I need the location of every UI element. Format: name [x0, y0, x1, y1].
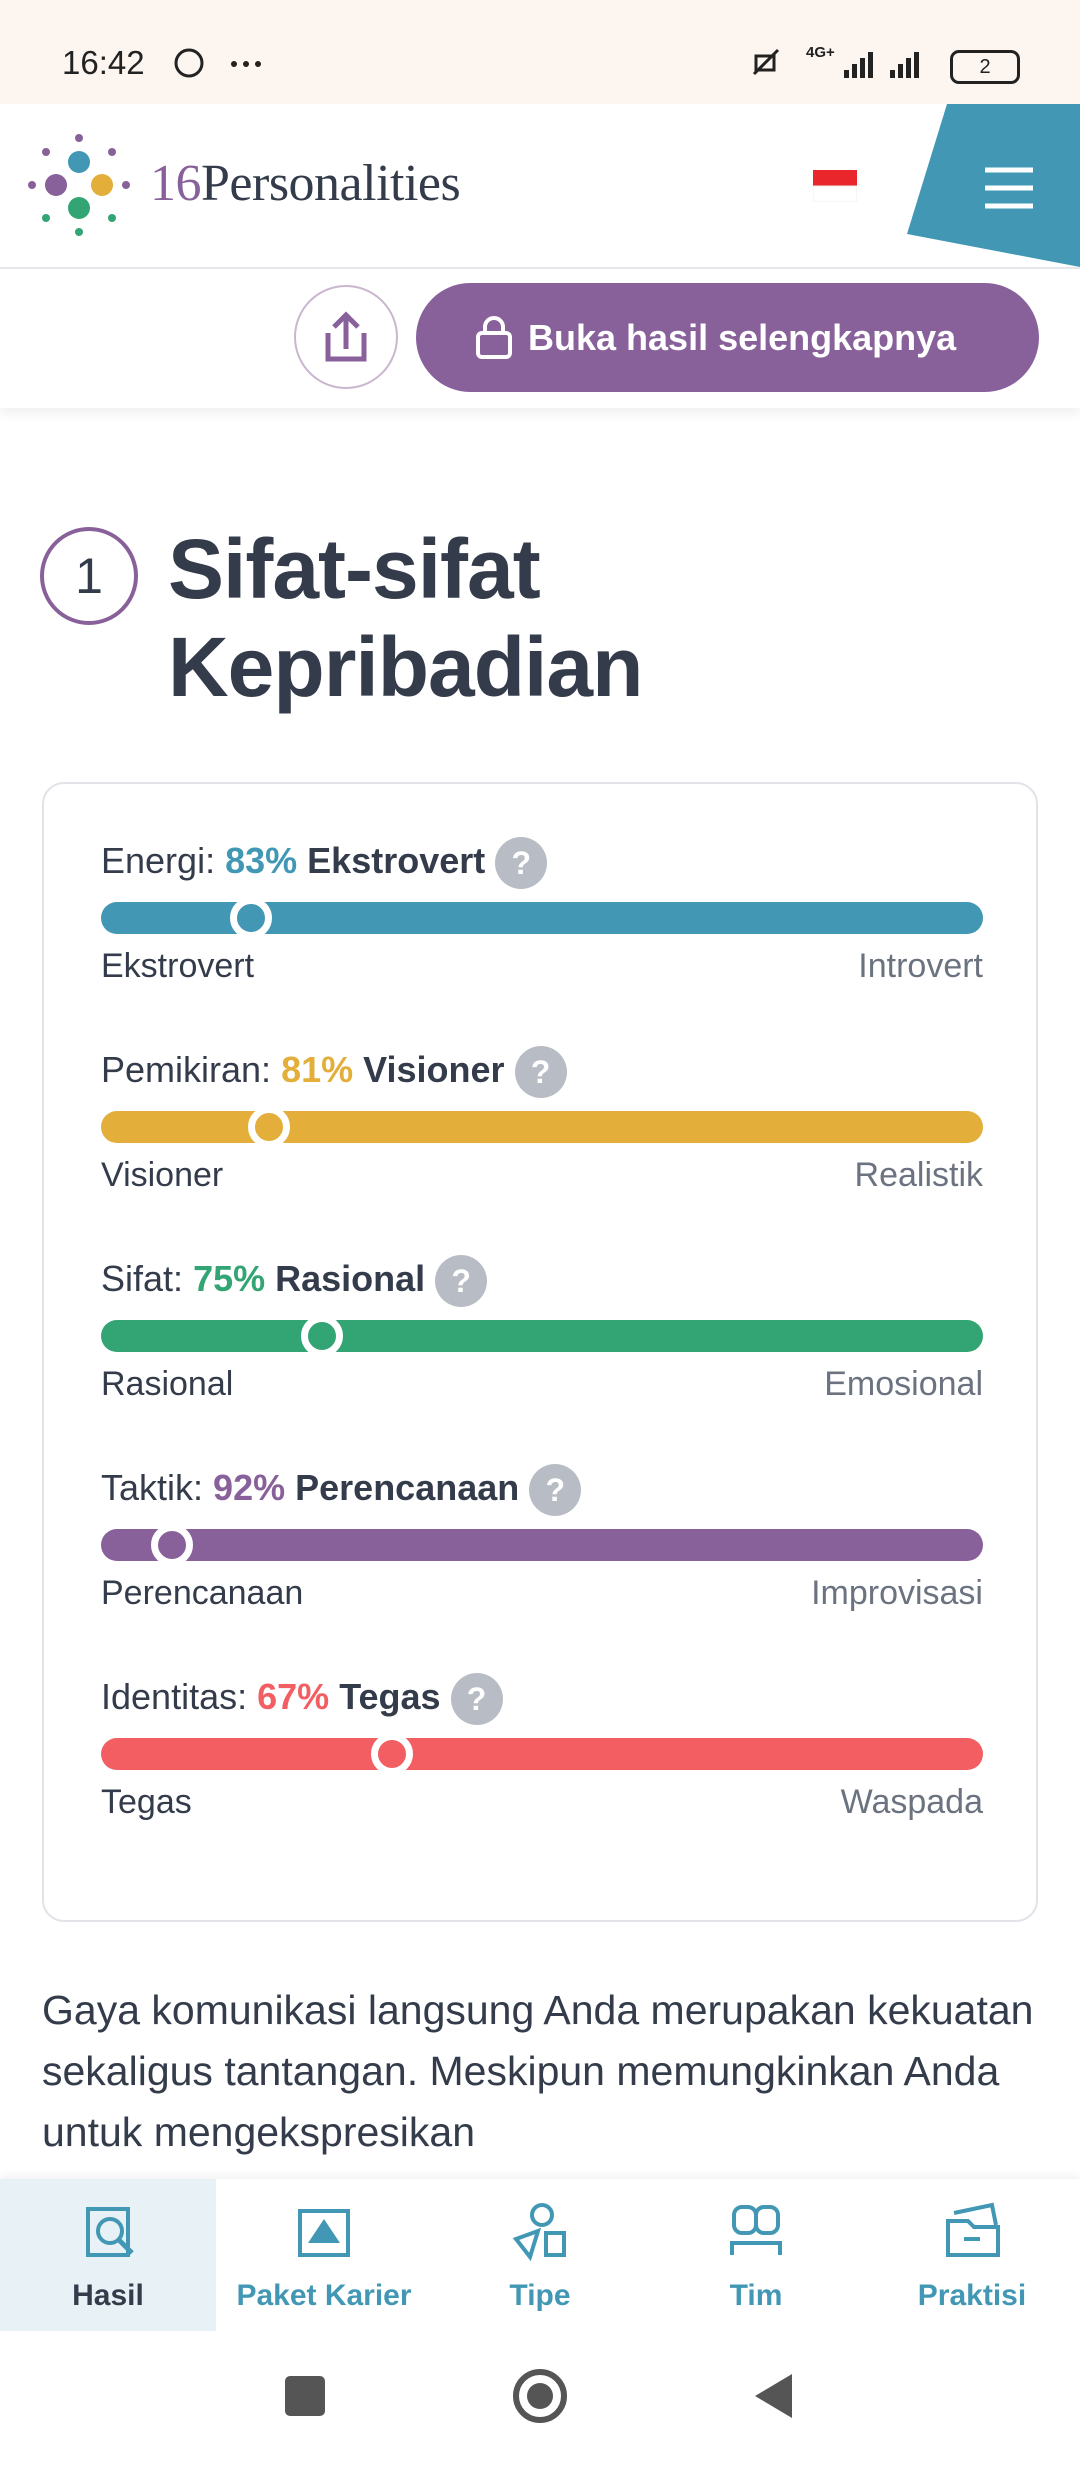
- help-icon[interactable]: ?: [450, 1673, 503, 1726]
- trait-label: Energi:: [101, 840, 216, 881]
- battery: 2: [950, 50, 1020, 84]
- trait-heading: Taktik: 92% Perencanaan?: [101, 1463, 582, 1517]
- side-left: Rasional: [101, 1365, 234, 1403]
- site-header: 16Personalities: [0, 104, 1080, 269]
- trait-label: Taktik:: [101, 1467, 204, 1508]
- side-right: Waspada: [840, 1783, 983, 1821]
- trait-bar: [101, 1529, 983, 1561]
- nav-icon: [730, 2205, 782, 2255]
- nav-item[interactable]: Tipe: [432, 2179, 648, 2331]
- trait-percent: 81%: [281, 1049, 354, 1090]
- side-right: Realistik: [854, 1156, 983, 1194]
- trait-row: Sifat: 75% Rasional? Rasional Emosional: [101, 1254, 983, 1454]
- section-title: Sifat-sifat Kepribadian: [168, 522, 643, 714]
- lock-icon: [476, 316, 512, 359]
- trait-bar: [101, 1738, 983, 1770]
- help-icon[interactable]: ?: [495, 837, 548, 890]
- language-flag[interactable]: [813, 170, 857, 202]
- brand-number: 16: [150, 155, 202, 212]
- trait-name: Visioner: [363, 1049, 505, 1090]
- clock: 16:42: [62, 44, 145, 81]
- traits-card: Energi: 83% Ekstrovert? Ekstrovert Introve…: [42, 782, 1038, 1922]
- nav-icon: [946, 2202, 1000, 2257]
- nav-item[interactable]: Praktisi: [864, 2179, 1080, 2331]
- trait-label: Pemikiran:: [101, 1049, 272, 1090]
- brand-name: Personalities: [201, 155, 461, 212]
- share-icon: [325, 311, 367, 362]
- nav-icon: [298, 2209, 350, 2257]
- menu-button[interactable]: [907, 104, 1080, 267]
- nav-label: Tipe: [509, 2279, 571, 2312]
- trait-knob: [300, 1315, 343, 1357]
- nav-icon: [512, 2203, 566, 2262]
- system-nav-icons: [285, 2369, 792, 2423]
- trait-name: Perencanaan: [295, 1467, 520, 1508]
- unlock-button[interactable]: Buka hasil selengkapnya: [416, 283, 1039, 392]
- trait-row: Energi: 83% Ekstrovert? Ekstrovert Introve…: [101, 836, 983, 1036]
- side-right: Introvert: [858, 947, 983, 985]
- bottom-nav: Hasil Paket Karier Tipe Tim Praktisi: [0, 2179, 1080, 2331]
- trait-label: Sifat:: [101, 1258, 184, 1299]
- side-left: Tegas: [101, 1783, 192, 1821]
- nav-item[interactable]: Tim: [648, 2179, 864, 2331]
- unlock-label: Buka hasil selengkapnya: [528, 317, 957, 358]
- trait-knob: [150, 1524, 193, 1566]
- side-right: Improvisasi: [811, 1574, 983, 1612]
- trait-name: Rasional: [275, 1258, 426, 1299]
- share-button[interactable]: [294, 285, 398, 389]
- description: Gaya komunikasi langsung Anda merupakan …: [42, 1987, 1034, 2155]
- section-number: 1: [40, 527, 138, 625]
- signal-icons: [752, 48, 919, 78]
- trait-percent: 83%: [225, 840, 298, 881]
- nav-icon: [86, 2207, 134, 2257]
- trait-heading: Sifat: 75% Rasional?: [101, 1254, 488, 1308]
- side-right: Emosional: [824, 1365, 983, 1403]
- trait-row: Identitas: 67% Tegas? Tegas Waspada: [101, 1672, 983, 1872]
- trait-knob: [247, 1106, 290, 1148]
- nav-label: Hasil: [72, 2279, 144, 2312]
- trait-bar: [101, 1320, 983, 1352]
- trait-heading: Energi: 83% Ekstrovert?: [101, 836, 548, 890]
- nav-label: Praktisi: [917, 2279, 1027, 2312]
- nav-item[interactable]: Paket Karier: [216, 2179, 432, 2331]
- trait-knob: [371, 1733, 414, 1775]
- network-type: 4G+: [806, 44, 835, 61]
- trait-name: Tegas: [339, 1676, 441, 1717]
- trait-name: Ekstrovert: [307, 840, 486, 881]
- nav-item[interactable]: Hasil: [0, 2179, 216, 2331]
- action-bar: Buka hasil selengkapnya: [0, 269, 1080, 408]
- nav-label: Paket Karier: [236, 2279, 412, 2312]
- status-icons: [174, 48, 261, 78]
- status-bar: 16:42 4G+ 2: [0, 0, 1080, 104]
- trait-percent: 75%: [193, 1258, 266, 1299]
- help-icon[interactable]: ?: [529, 1464, 582, 1517]
- side-left: Perencanaan: [101, 1574, 304, 1612]
- trait-heading: Pemikiran: 81% Visioner?: [101, 1045, 567, 1099]
- help-icon[interactable]: ?: [435, 1255, 488, 1308]
- trait-row: Pemikiran: 81% Visioner? Visioner Realisti…: [101, 1045, 983, 1245]
- system-nav: [0, 2331, 1080, 2460]
- trait-percent: 67%: [257, 1676, 330, 1717]
- trait-label: Identitas:: [101, 1676, 248, 1717]
- logo-mark[interactable]: [26, 132, 132, 238]
- trait-row: Taktik: 92% Perencanaan? Perencanaan Impro…: [101, 1463, 983, 1663]
- nav-label: Tim: [729, 2279, 783, 2312]
- trait-bar: [101, 1111, 983, 1143]
- side-left: Visioner: [101, 1156, 224, 1194]
- trait-percent: 92%: [213, 1467, 286, 1508]
- trait-heading: Identitas: 67% Tegas?: [101, 1672, 503, 1726]
- help-icon[interactable]: ?: [514, 1046, 567, 1099]
- side-left: Ekstrovert: [101, 947, 255, 985]
- brand[interactable]: 16Personalities: [150, 154, 461, 213]
- trait-knob: [229, 897, 272, 939]
